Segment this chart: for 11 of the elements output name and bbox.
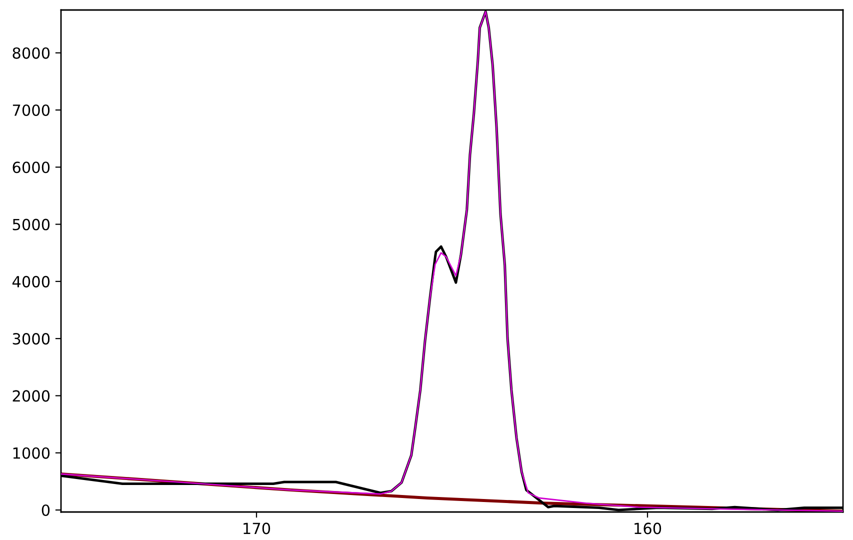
y-tick-label: 1000 xyxy=(13,447,50,459)
x-tick-label: 170 xyxy=(244,522,270,534)
y-tick-label: 7000 xyxy=(12,104,50,116)
y-tick-label: 2000 xyxy=(12,390,50,402)
y-tick-label: 4000 xyxy=(12,276,50,288)
x-tick-label: 160 xyxy=(634,522,662,534)
y-tick-label: 0 xyxy=(42,504,50,516)
y-tick-label: 5000 xyxy=(12,218,50,230)
y-tick-label: 6000 xyxy=(12,162,50,174)
y-tick-label: 3000 xyxy=(12,333,50,345)
y-tick-label: 8000 xyxy=(12,47,50,59)
